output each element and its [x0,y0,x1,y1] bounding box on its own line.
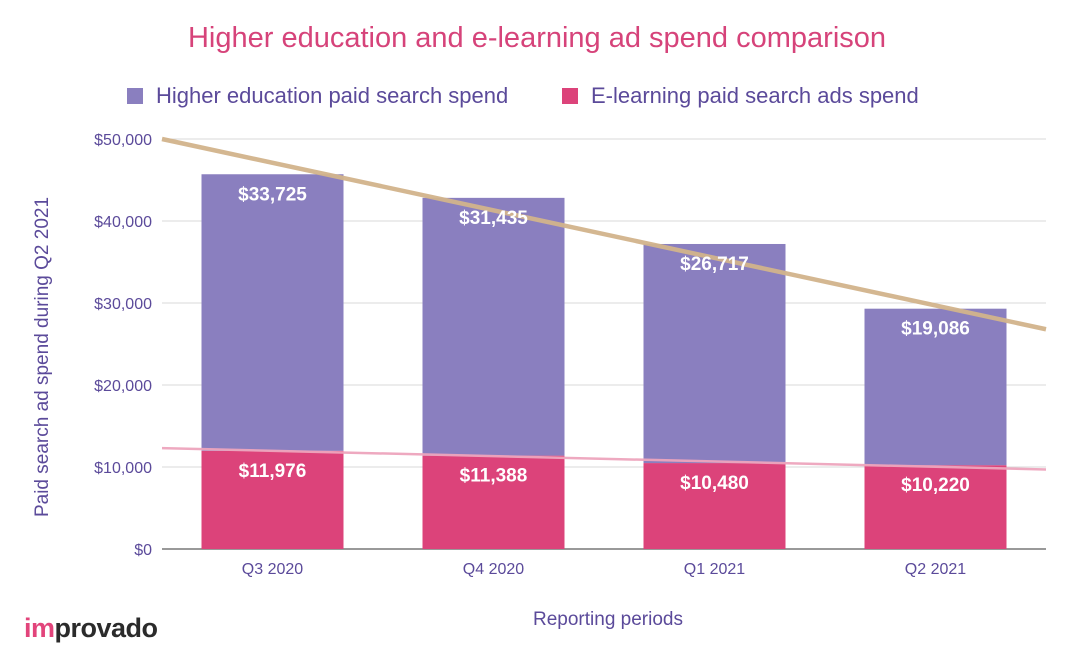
legend-swatch [562,88,578,104]
data-label-higher-education: $19,086 [901,319,970,340]
bar-higher-education [643,243,786,464]
y-tick-label: $30,000 [94,296,152,313]
trendlines [161,136,1047,471]
bar-elearning [864,465,1007,549]
data-label-higher-education: $33,725 [238,184,307,205]
data-label-elearning: $10,480 [680,473,749,494]
x-axis-ticks: Q3 2020 Q4 2020 Q1 2021 Q2 2021 [242,561,966,578]
y-axis-ticks: $0 $10,000 $20,000 $30,000 $40,000 $50,000 [94,132,152,559]
chart-title: Higher education and e-learning ad spend… [188,22,886,54]
y-tick-label: $20,000 [94,378,152,395]
x-tick-label: Q3 2020 [242,561,303,578]
data-label-higher-education: $26,717 [680,254,749,275]
trendline-elearning [161,446,1047,471]
bar-elearning [643,463,786,549]
bar-higher-education [422,197,565,456]
x-tick-label: Q4 2020 [463,561,524,578]
y-tick-label: $10,000 [94,460,152,477]
y-tick-label: $50,000 [94,132,152,149]
data-label-elearning: $11,976 [239,461,307,482]
legend: Higher education paid search spend E-lear… [127,83,919,108]
bars [201,174,1007,549]
y-tick-label: $40,000 [94,214,152,231]
bar-higher-education [201,174,344,451]
bar-labels: $11,976 $33,725 $11,388 $31,435 $10,480 $26,7… [238,184,970,496]
logo-part-provado: provado [54,613,159,643]
legend-label: E-learning paid search ads spend [591,83,919,108]
data-label-elearning: $10,220 [901,475,970,496]
bar-higher-education [864,308,1007,466]
data-label-elearning: $11,388 [460,466,528,487]
data-label-higher-education: $31,435 [459,208,528,229]
y-tick-label: $0 [134,542,152,559]
legend-swatch [127,88,143,104]
x-axis-label: Reporting periods [533,609,683,630]
bar-elearning [201,450,344,549]
x-tick-label: Q1 2021 [684,561,745,578]
bar-elearning [422,455,565,549]
legend-label: Higher education paid search spend [156,83,508,108]
improvado-logo: improvado [24,613,158,644]
x-tick-label: Q2 2021 [905,561,966,578]
logo-part-im: im [24,613,55,643]
y-axis-label: Paid search ad spend during Q2 2021 [32,197,53,517]
trendline-higher-education [161,136,1047,332]
